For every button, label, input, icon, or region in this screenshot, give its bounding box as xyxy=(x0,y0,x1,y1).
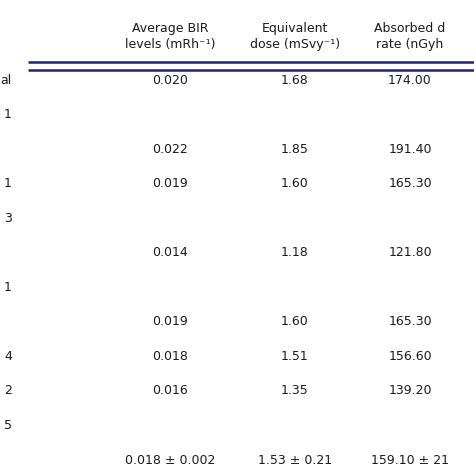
Text: 0.016: 0.016 xyxy=(152,384,188,397)
Text: dose (mSvy⁻¹): dose (mSvy⁻¹) xyxy=(250,38,340,51)
Text: rate (nGyh: rate (nGyh xyxy=(376,38,444,51)
Text: 174.00: 174.00 xyxy=(388,73,432,86)
Text: 0.018: 0.018 xyxy=(152,350,188,363)
Text: 0.018 ± 0.002: 0.018 ± 0.002 xyxy=(125,454,215,466)
Text: Average BIR: Average BIR xyxy=(132,22,208,35)
Text: 165.30: 165.30 xyxy=(388,315,432,328)
Text: levels (mRh⁻¹): levels (mRh⁻¹) xyxy=(125,38,215,51)
Text: 0.019: 0.019 xyxy=(152,315,188,328)
Text: 1: 1 xyxy=(4,281,12,294)
Text: 0.020: 0.020 xyxy=(152,73,188,86)
Text: 1: 1 xyxy=(4,108,12,121)
Text: 1.68: 1.68 xyxy=(281,73,309,86)
Text: 1.60: 1.60 xyxy=(281,315,309,328)
Text: 0.014: 0.014 xyxy=(152,246,188,259)
Text: 0.019: 0.019 xyxy=(152,177,188,190)
Text: 1.60: 1.60 xyxy=(281,177,309,190)
Text: Equivalent: Equivalent xyxy=(262,22,328,35)
Text: Absorbed d: Absorbed d xyxy=(374,22,446,35)
Text: 1.53 ± 0.21: 1.53 ± 0.21 xyxy=(258,454,332,466)
Text: 4: 4 xyxy=(4,350,12,363)
Text: 1.35: 1.35 xyxy=(281,384,309,397)
Text: 5: 5 xyxy=(4,419,12,432)
Text: 159.10 ± 21: 159.10 ± 21 xyxy=(371,454,449,466)
Text: 1.85: 1.85 xyxy=(281,143,309,155)
Text: 156.60: 156.60 xyxy=(388,350,432,363)
Text: 1.18: 1.18 xyxy=(281,246,309,259)
Text: 2: 2 xyxy=(4,384,12,397)
Text: 165.30: 165.30 xyxy=(388,177,432,190)
Text: 0.022: 0.022 xyxy=(152,143,188,155)
Text: 191.40: 191.40 xyxy=(388,143,432,155)
Text: 1: 1 xyxy=(4,177,12,190)
Text: 139.20: 139.20 xyxy=(388,384,432,397)
Text: 1.51: 1.51 xyxy=(281,350,309,363)
Text: 3: 3 xyxy=(4,212,12,225)
Text: al: al xyxy=(1,73,12,86)
Text: 121.80: 121.80 xyxy=(388,246,432,259)
